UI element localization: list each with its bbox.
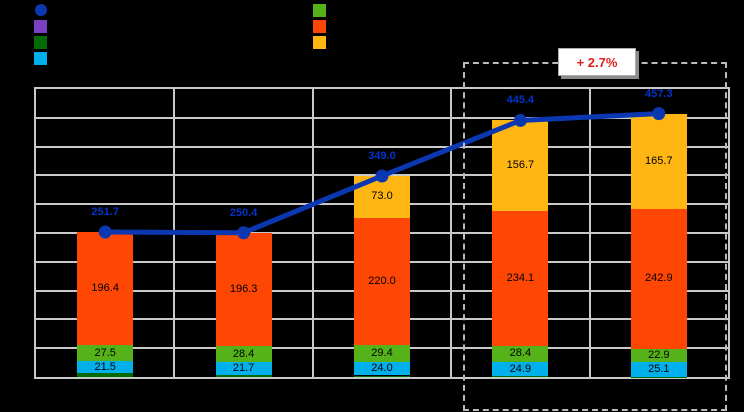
bar-4-green-segment-value: 28.4 (509, 347, 532, 360)
total-line-value-1: 251.7 (91, 206, 119, 219)
bar-4-amber-segment-value: 156.7 (506, 159, 535, 172)
bar-3-cyan-segment-value: 24.0 (371, 362, 393, 375)
bar-1-cyan-segment: 21.5 (77, 360, 134, 374)
bar-4-orange-segment: 234.1 (492, 210, 549, 346)
bar-3-orange-segment-value: 220.0 (368, 274, 396, 287)
bar-3-orange-segment: 220.0 (354, 218, 410, 345)
gridline-vertical (311, 89, 314, 377)
bar-3-darkgreen-segment (354, 375, 410, 377)
total-line-value-3: 349.0 (368, 149, 396, 162)
growth-annotation: + 2.7% (558, 48, 636, 76)
bar-3-green-segment: 29.4 (354, 344, 410, 362)
bar-5-cyan-segment: 25.1 (630, 362, 687, 377)
legend-left-column (34, 4, 47, 68)
green-series-marker (313, 4, 326, 17)
bar-5-orange-segment-value: 242.9 (645, 272, 673, 285)
bar-4-orange-segment-value: 234.1 (506, 271, 535, 284)
gridline-horizontal (36, 116, 728, 119)
bar-5-green-segment-value: 22.9 (648, 349, 670, 362)
bar-2-orange-segment: 196.3 (215, 232, 272, 346)
bar-2-green-segment: 28.4 (215, 345, 272, 363)
bar-2-cyan-segment: 21.7 (215, 361, 272, 375)
bar-5-cyan-segment-value: 25.1 (648, 362, 670, 375)
bar-4-cyan-segment: 24.9 (492, 361, 549, 377)
total-line-value-5: 457.3 (645, 87, 673, 100)
gridline-vertical (588, 89, 591, 377)
legend-right-column (313, 4, 326, 52)
bar-1-orange-segment-value: 196.4 (91, 282, 119, 295)
bar-4-darkgreen-segment (492, 376, 549, 377)
growth-annotation-label: + 2.7% (576, 54, 618, 70)
bar-5-green-segment: 22.9 (630, 348, 687, 363)
bar-1-darkgreen-segment (77, 373, 134, 377)
total-line-value-4: 445.4 (506, 94, 535, 107)
orange-series-marker (313, 20, 326, 33)
bar-3-cyan-segment: 24.0 (354, 361, 410, 376)
bar-4-amber-segment: 156.7 (492, 120, 549, 211)
gridline-vertical (173, 89, 176, 377)
bar-1-green-segment-value: 27.5 (94, 346, 116, 359)
bar-3-green-segment-value: 29.4 (371, 346, 393, 359)
darkgreen-series-marker (34, 36, 47, 49)
bar-2-darkgreen-segment (215, 374, 272, 377)
cyan-series-marker (34, 52, 47, 65)
purple-series-marker (34, 20, 47, 33)
plot-area: 21.5 27.5 196.4 21.7 28.4 196.3 24.0 29.4 220.0 7… (34, 87, 730, 379)
bar-5-orange-segment: 242.9 (630, 209, 687, 349)
bar-3-amber-segment: 73.0 (354, 175, 410, 219)
bar-2-cyan-segment-value: 21.7 (232, 361, 255, 374)
bar-4-green-segment: 28.4 (492, 345, 549, 362)
bar-1-green-segment: 27.5 (77, 345, 134, 361)
bar-3-amber-segment-value: 73.0 (371, 190, 393, 203)
bar-5-amber-segment-value: 165.7 (645, 154, 673, 167)
total-line-value-2: 250.4 (229, 206, 258, 219)
bar-2-green-segment-value: 28.4 (232, 347, 255, 360)
bar-2-orange-segment-value: 196.3 (229, 282, 258, 295)
bar-4-cyan-segment-value: 24.9 (509, 362, 532, 375)
bar-5-amber-segment: 165.7 (630, 113, 687, 210)
line-total-marker (35, 4, 47, 16)
amber-series-marker (313, 36, 326, 49)
bar-1-orange-segment: 196.4 (77, 232, 134, 346)
gridline-vertical (450, 89, 453, 377)
bar-1-cyan-segment-value: 21.5 (94, 360, 116, 373)
gridline-horizontal (36, 145, 728, 148)
